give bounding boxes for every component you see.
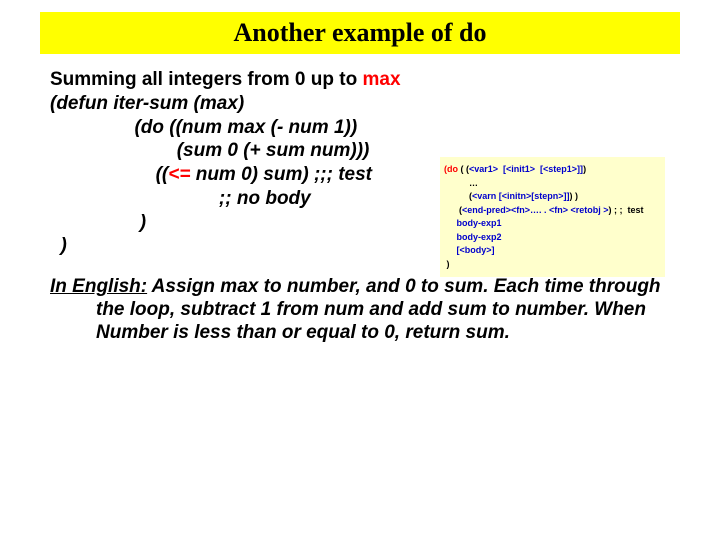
syn-l8: ) [444,258,661,272]
syn-l1b: ( ( [458,164,469,174]
syn-l5: body-exp1 [444,217,661,231]
intro-prefix: Summing all integers from 0 up to [50,69,362,90]
slide-title: Another example of do [233,18,486,48]
syn-l4c: ) ; ; test [609,205,644,215]
syn-l3c: ) ) [570,191,579,201]
syn-l7: [<body>] [444,244,661,258]
syn-l1c: <var1> [<init1> [<step1>]] [469,164,583,174]
syn-l4b: <end-pred><fn>…. . <fn> <retobj > [462,205,609,215]
intro-max: max [362,69,400,90]
code-l1: (defun iter-sum (max) [50,92,680,116]
english-label: In English: [50,276,147,297]
title-bar: Another example of do [40,12,680,54]
syn-l3: (<varn [<initn>[stepn>]]) ) [444,190,661,204]
syn-l6: body-exp2 [444,231,661,245]
syn-l1a: (do [444,164,458,174]
content-area: Summing all integers from 0 up to max (d… [0,54,720,258]
code-l4b: num 0) sum) ;;; test [190,164,372,185]
syn-l1d: ) [583,164,586,174]
intro-line: Summing all integers from 0 up to max [50,68,680,92]
syntax-template: (do ( (<var1> [<init1> [<step1>]]) … (<v… [440,157,665,277]
code-l4a: (( [50,164,168,185]
syn-l4a: ( [444,205,462,215]
english-text: Assign max to number, and 0 to sum. Each… [96,276,661,343]
syn-l4: (<end-pred><fn>…. . <fn> <retobj >) ; ; … [444,204,661,218]
syn-l3a: ( [444,191,472,201]
syn-l1: (do ( (<var1> [<init1> [<step1>]]) [444,163,661,177]
syn-l2: … [444,177,661,191]
syn-l3b: <varn [<initn>[stepn>]] [472,191,570,201]
code-l4-op: <= [168,164,190,185]
code-l2: (do ((num max (- num 1)) [50,116,680,140]
